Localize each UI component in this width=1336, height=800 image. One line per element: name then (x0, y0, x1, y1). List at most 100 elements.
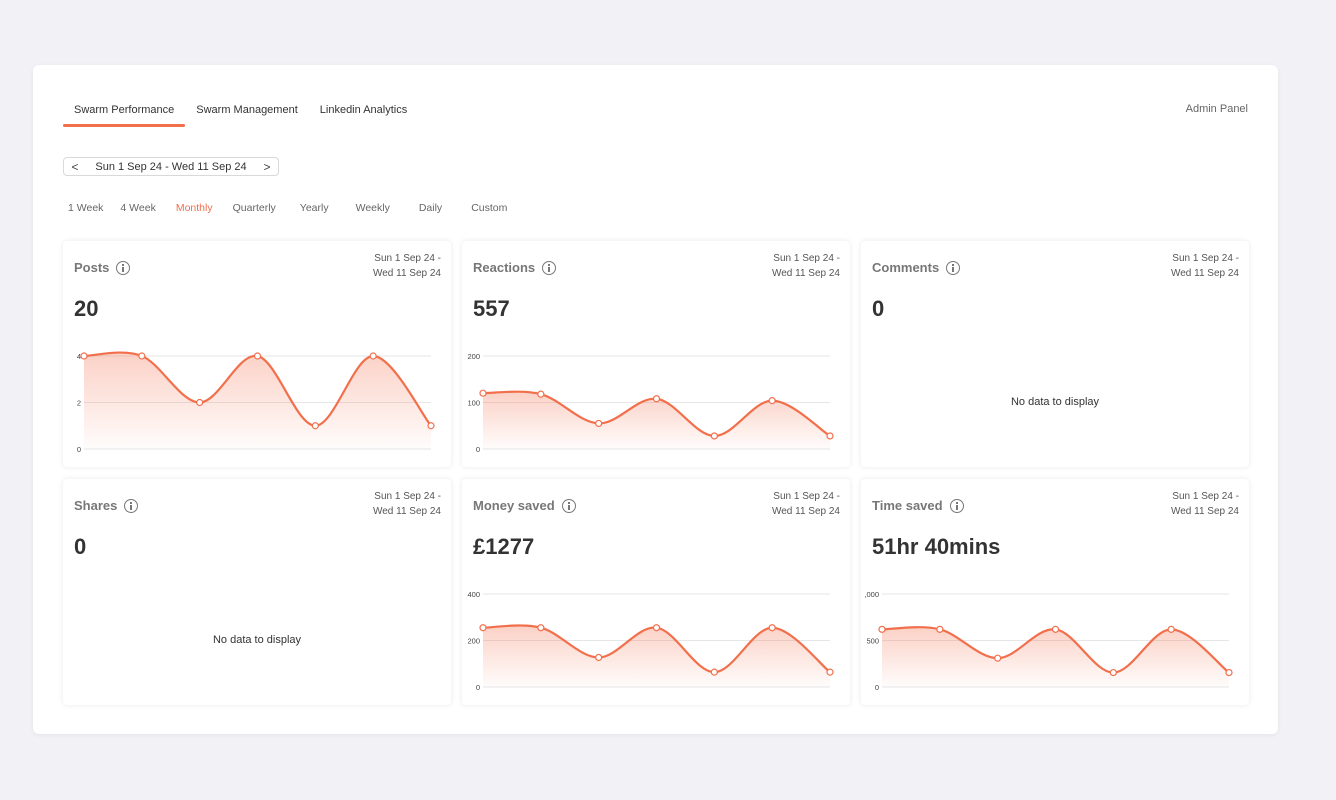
card-date-end: Wed 11 Sep 24 (372, 267, 441, 279)
admin-panel-link[interactable]: Admin Panel (1185, 103, 1248, 115)
data-point (1167, 625, 1175, 633)
time-saved-chart: 0 500 ,000 (861, 479, 1249, 705)
series-area (483, 391, 830, 449)
posts-chart: 0 2 4 (63, 241, 451, 467)
y-tick-label: 200 (467, 637, 480, 646)
data-point (595, 419, 603, 428)
card-value: 20 (74, 296, 99, 321)
card-title: Shares (74, 498, 139, 513)
no-data-message: No data to display (212, 634, 302, 646)
y-tick-label: ,000 (864, 590, 879, 599)
card-date-range: Sun 1 Sep 24 - Wed 11 Sep 24 (351, 252, 441, 281)
card-comments: Comments Sun 1 Sep 24 - Wed 11 Sep 24 0 … (861, 241, 1249, 467)
card-title-text: Money saved (473, 498, 555, 513)
data-point (936, 625, 944, 633)
card-date-range: Sun 1 Sep 24 - Wed 11 Sep 24 (1149, 490, 1239, 519)
data-point (253, 352, 262, 360)
card-shares: Shares Sun 1 Sep 24 - Wed 11 Sep 24 0 No… (63, 479, 451, 705)
card-date-range: Sun 1 Sep 24 - Wed 11 Sep 24 (1149, 252, 1239, 281)
data-point (80, 352, 88, 360)
data-point (878, 625, 886, 633)
data-point (652, 395, 661, 403)
period-yearly[interactable]: Yearly (299, 202, 329, 214)
card-date-start: Sun 1 Sep 24 - (773, 491, 840, 502)
card-title-text: Reactions (473, 260, 536, 275)
info-icon[interactable] (561, 498, 576, 513)
period-4-week[interactable]: 4 Week (120, 202, 156, 214)
card-date-end: Wed 11 Sep 24 (1170, 267, 1239, 279)
info-icon[interactable] (946, 260, 961, 275)
period-monthly[interactable]: Monthly (175, 202, 213, 214)
card-value: 557 (473, 296, 510, 321)
card-date-end: Wed 11 Sep 24 (771, 267, 840, 279)
y-tick-label: 100 (467, 399, 480, 408)
chevron-left-icon[interactable]: < (71, 159, 79, 174)
info-icon[interactable] (949, 498, 964, 513)
card-title: Posts (74, 260, 131, 275)
card-title-text: Posts (74, 260, 110, 275)
card-money-saved: 0 200 400 Money saved Sun 1 Sep 24 - Wed 1… (462, 479, 850, 705)
info-icon[interactable] (542, 260, 557, 275)
series-area (483, 625, 830, 687)
data-point (595, 653, 603, 662)
y-tick-label: 4 (77, 352, 81, 361)
card-title: Reactions (473, 260, 557, 275)
tab-bar: Swarm Performance Swarm Management Linke… (63, 101, 418, 127)
data-point (479, 624, 487, 632)
period-daily[interactable]: Daily (418, 202, 443, 214)
data-point (537, 624, 545, 632)
card-time-saved: 0 500 ,000 Time saved Sun 1 Sep 24 - Wed 1… (861, 479, 1249, 705)
date-range-label: Sun 1 Sep 24 - Wed 11 Sep 24 (95, 160, 247, 173)
series-area (84, 352, 431, 449)
series-area (882, 627, 1229, 687)
card-date-end: Wed 11 Sep 24 (372, 505, 441, 517)
card-date-range: Sun 1 Sep 24 - Wed 11 Sep 24 (750, 252, 840, 281)
card-date-end: Wed 11 Sep 24 (771, 505, 840, 517)
card-date-start: Sun 1 Sep 24 - (1172, 491, 1239, 502)
card-date-end: Wed 11 Sep 24 (1170, 505, 1239, 517)
data-point (479, 389, 487, 397)
period-quarterly[interactable]: Quarterly (232, 202, 276, 214)
card-value: 0 (872, 296, 885, 321)
card-date-range: Sun 1 Sep 24 - Wed 11 Sep 24 (750, 490, 840, 519)
card-title: Comments (872, 260, 961, 275)
period-custom[interactable]: Custom (471, 202, 508, 214)
card-value: £1277 (473, 534, 535, 559)
data-point (768, 624, 776, 632)
data-point (768, 397, 776, 405)
chevron-right-icon[interactable]: > (263, 159, 271, 174)
period-weekly[interactable]: Weekly (355, 202, 390, 214)
card-value: 51hr 40mins (872, 534, 1001, 559)
card-posts: 0 2 4 Posts Sun 1 Sep 24 - Wed 11 Sep 24 2… (63, 241, 451, 467)
tab-swarm-performance[interactable]: Swarm Performance (63, 101, 186, 127)
y-tick-label: 500 (866, 637, 879, 646)
period-selector: 1 Week 4 Week Monthly Quarterly Yearly W… (63, 202, 512, 214)
card-date-start: Sun 1 Sep 24 - (773, 253, 840, 264)
data-point (1109, 668, 1117, 677)
chart-svg: 0 500 ,000 (864, 590, 1233, 692)
info-icon[interactable] (116, 260, 131, 275)
card-date-start: Sun 1 Sep 24 - (1172, 253, 1239, 264)
data-point (138, 352, 146, 360)
no-data-message: No data to display (1010, 396, 1100, 408)
data-point (994, 654, 1002, 662)
chart-svg: 0 100 200 (467, 352, 834, 454)
data-point (196, 398, 204, 407)
y-tick-label: 0 (77, 445, 81, 454)
y-tick-label: 2 (77, 399, 81, 408)
chart-svg: 0 200 400 (467, 590, 834, 692)
tab-linkedin-analytics[interactable]: Linkedin Analytics (319, 104, 408, 116)
data-point (369, 352, 377, 360)
card-title-text: Time saved (872, 498, 943, 513)
info-icon[interactable] (124, 498, 139, 513)
data-point (826, 668, 834, 676)
tab-swarm-management[interactable]: Swarm Management (196, 104, 298, 116)
card-reactions: 0 100 200 Reactions Sun 1 Sep 24 - Wed 11 … (462, 241, 850, 467)
card-title: Time saved (872, 498, 964, 513)
period-1-week[interactable]: 1 Week (68, 202, 104, 214)
date-range-picker: < Sun 1 Sep 24 - Wed 11 Sep 24 > (63, 157, 279, 176)
data-point (311, 422, 319, 430)
y-tick-label: 0 (476, 683, 480, 692)
y-tick-label: 0 (476, 445, 480, 454)
data-point (826, 432, 834, 440)
